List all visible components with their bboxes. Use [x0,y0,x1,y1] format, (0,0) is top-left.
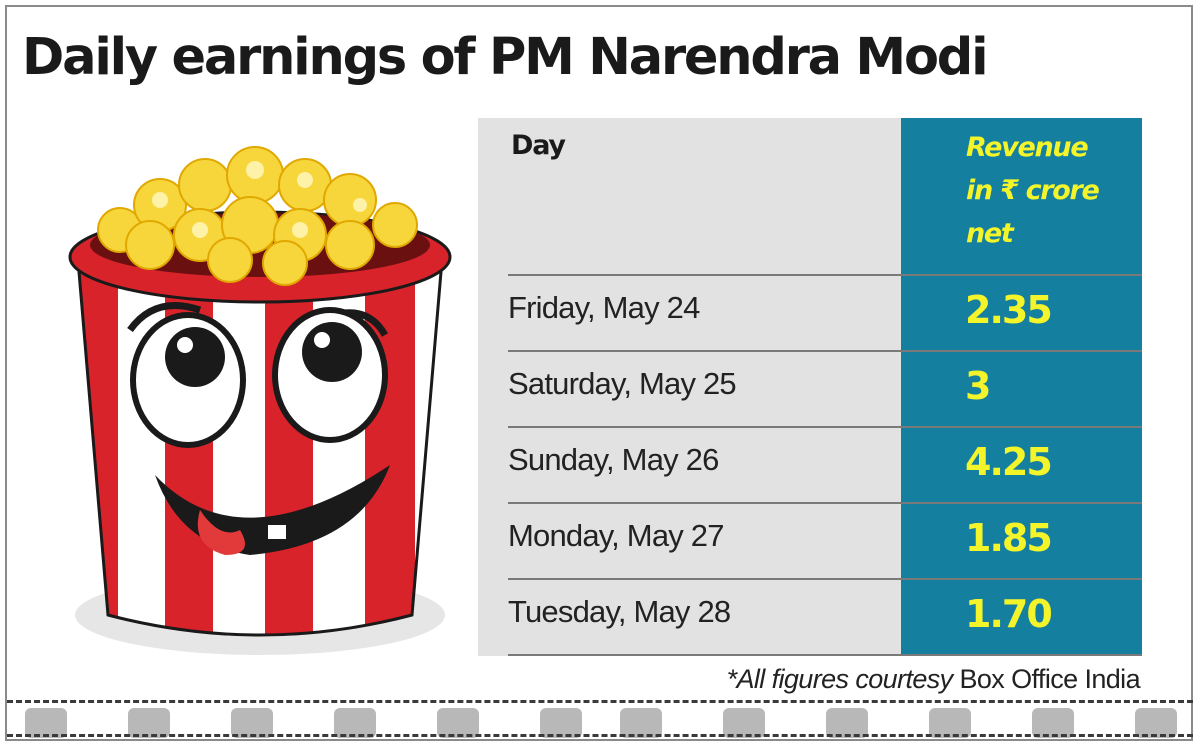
film-hole [334,708,376,738]
earnings-table: Day Revenue in ₹ crore net Friday, May 2… [478,118,1142,656]
row-revenue: 1.70 [965,592,1053,636]
film-hole [128,708,170,738]
footnote-source: Box Office India [952,664,1140,694]
film-hole [929,708,971,738]
header-revenue: Revenue in ₹ crore net [966,126,1100,255]
header-revenue-line-2: in ₹ crore [966,175,1100,206]
source-footnote: *All figures courtesy Box Office India [726,664,1141,695]
filmstrip-top-dash [7,700,1193,703]
header-day: Day [511,130,566,161]
filmstrip-border [7,700,1193,738]
table-row: Monday, May 27 1.85 [508,502,1142,578]
row-divider [508,350,1142,352]
row-divider [508,578,1142,580]
table-row: Friday, May 24 2.35 [508,274,1142,350]
row-revenue: 1.85 [965,516,1053,560]
infographic-frame [5,5,1193,741]
row-revenue: 3 [965,364,991,408]
film-hole [1032,708,1074,738]
film-hole [620,708,662,738]
header-revenue-line-1: Revenue [966,132,1089,163]
film-hole [540,708,582,738]
row-revenue: 4.25 [965,440,1053,484]
row-revenue: 2.35 [965,288,1053,332]
row-day: Tuesday, May 28 [508,594,731,629]
row-divider [508,274,1142,276]
row-day: Saturday, May 25 [508,366,737,401]
table-bottom-divider [508,654,1142,656]
footnote-italic: *All figures courtesy [726,664,954,694]
row-day: Sunday, May 26 [508,442,719,477]
table-row: Sunday, May 26 4.25 [508,426,1142,502]
filmstrip-bottom-dash [7,734,1193,737]
film-hole [25,708,67,738]
page-title: Daily earnings of PM Narendra Modi [22,28,989,87]
header-revenue-line-3: net [966,218,1014,249]
revenue-column-bg [901,118,1142,656]
row-day: Friday, May 24 [508,290,700,325]
row-divider [508,502,1142,504]
table-row: Saturday, May 25 3 [508,350,1142,426]
film-hole [723,708,765,738]
film-hole [437,708,479,738]
popcorn-bucket-icon [68,146,452,655]
film-hole [231,708,273,738]
film-hole [1135,708,1177,738]
table-row: Tuesday, May 28 1.70 [508,578,1142,654]
row-divider [508,426,1142,428]
film-hole [826,708,868,738]
row-day: Monday, May 27 [508,518,724,553]
